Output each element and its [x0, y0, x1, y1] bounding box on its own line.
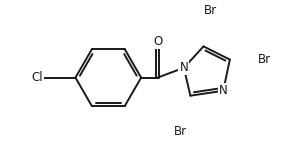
- Text: Br: Br: [204, 4, 217, 17]
- Text: O: O: [153, 35, 162, 48]
- Text: N: N: [219, 84, 228, 97]
- Text: Cl: Cl: [31, 71, 43, 84]
- Text: Br: Br: [174, 125, 187, 138]
- Text: N: N: [179, 61, 188, 74]
- Text: Br: Br: [258, 53, 271, 66]
